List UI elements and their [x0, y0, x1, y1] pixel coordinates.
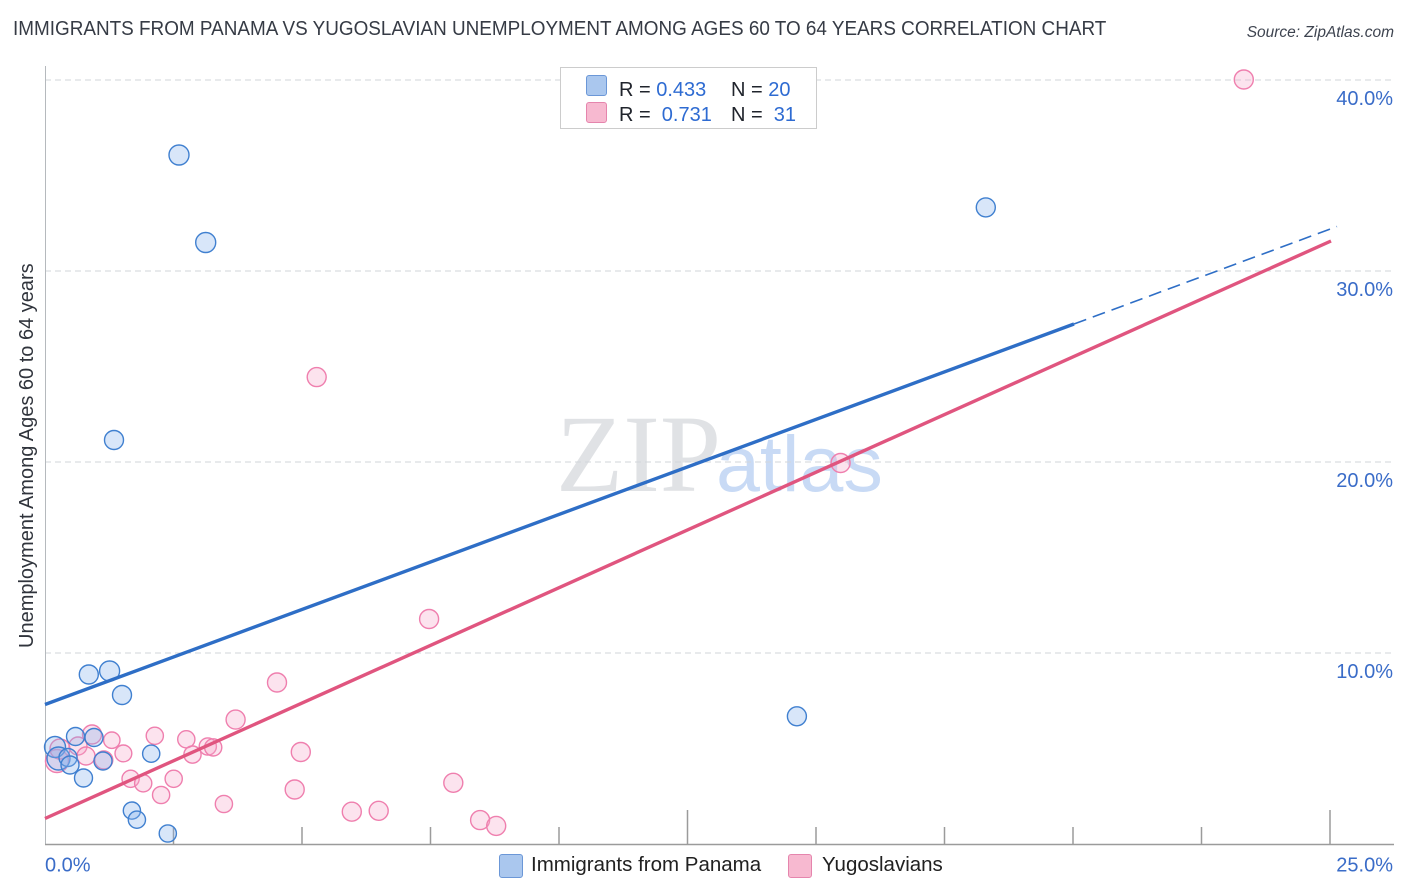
svg-text:ZIP: ZIP [556, 393, 721, 515]
svg-text:atlas: atlas [716, 419, 883, 508]
svg-text:10.0%: 10.0% [1336, 661, 1393, 683]
svg-text:40.0%: 40.0% [1336, 88, 1393, 110]
svg-text:0.0%: 0.0% [45, 855, 91, 877]
svg-text:25.0%: 25.0% [1336, 855, 1393, 877]
svg-text:20.0%: 20.0% [1336, 470, 1393, 492]
svg-text:30.0%: 30.0% [1336, 279, 1393, 301]
